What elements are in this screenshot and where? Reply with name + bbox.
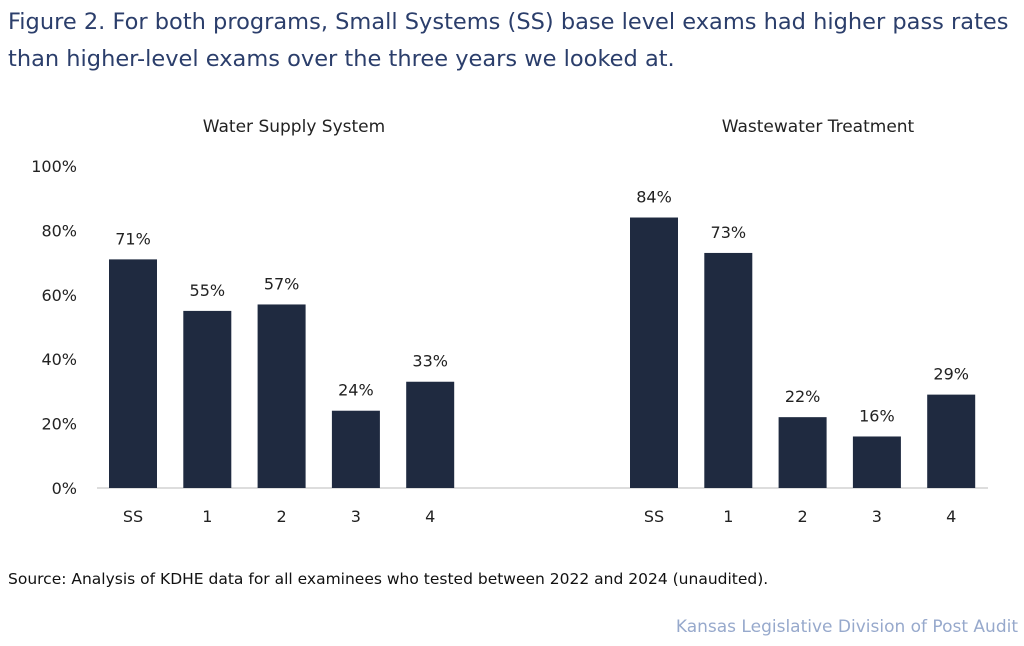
bar <box>109 259 157 488</box>
y-tick-label: 100% <box>31 157 77 176</box>
y-tick-label: 80% <box>41 221 77 240</box>
data-label: 22% <box>785 387 821 406</box>
y-tick-label: 40% <box>41 350 77 369</box>
bar <box>927 394 976 488</box>
x-tick-label: SS <box>644 507 664 526</box>
x-tick-label: 4 <box>425 507 435 526</box>
bar <box>704 252 753 488</box>
group-title: Wastewater Treatment <box>722 117 915 137</box>
data-label: 84% <box>636 188 672 207</box>
x-tick-label: SS <box>123 507 143 526</box>
bar <box>778 417 827 488</box>
source-note: Source: Analysis of KDHE data for all ex… <box>8 570 769 588</box>
data-label: 71% <box>115 229 151 248</box>
x-tick-label: 2 <box>798 507 808 526</box>
data-label: 57% <box>264 274 300 293</box>
x-tick-label: 1 <box>202 507 212 526</box>
x-tick-label: 3 <box>351 507 361 526</box>
bar <box>406 381 455 488</box>
x-tick-label: 1 <box>723 507 733 526</box>
bar <box>257 304 306 488</box>
data-label: 29% <box>933 365 969 384</box>
data-label: 33% <box>412 352 448 371</box>
y-tick-label: 0% <box>52 479 77 498</box>
figure-title: Figure 2. For both programs, Small Syste… <box>8 9 1009 72</box>
data-label: 24% <box>338 381 374 400</box>
x-tick-label: 2 <box>277 507 287 526</box>
bar <box>331 410 380 488</box>
y-tick-label: 20% <box>41 415 77 434</box>
x-tick-label: 3 <box>872 507 882 526</box>
bar <box>183 310 232 488</box>
data-label: 73% <box>711 223 747 242</box>
x-tick-label: 4 <box>946 507 956 526</box>
bar <box>852 436 901 488</box>
credit-line: Kansas Legislative Division of Post Audi… <box>675 617 1018 637</box>
group-title: Water Supply System <box>203 117 385 137</box>
data-label: 55% <box>190 281 226 300</box>
y-tick-label: 60% <box>41 286 77 305</box>
data-label: 16% <box>859 406 895 425</box>
bar <box>630 217 678 488</box>
